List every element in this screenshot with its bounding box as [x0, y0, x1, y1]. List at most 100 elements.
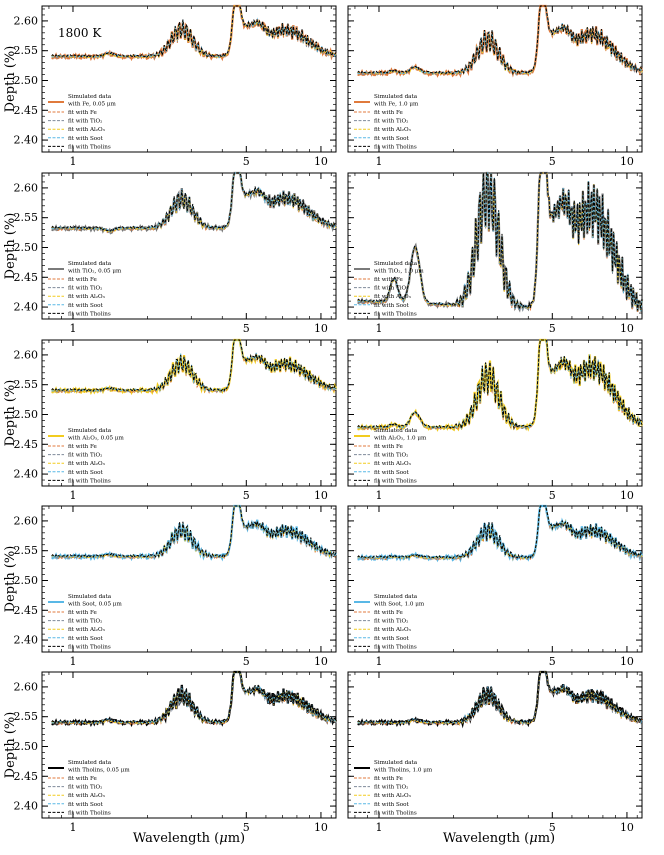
- y-tick-label: 2.45: [14, 604, 39, 617]
- x-tick-label: 5: [549, 489, 556, 502]
- y-tick-label: 2.50: [14, 408, 39, 421]
- legend-title-2: with Tholins, 1.0 μm: [374, 768, 433, 774]
- panel-9: 1 5 10 Simulated data with Tholins, 1.0 μm fi…: [347, 670, 643, 834]
- legend-title-2: with Al₂O₃, 0.05 μm: [68, 436, 125, 442]
- fit-line-4: [51, 505, 337, 559]
- legend-fit-label: fit with Soot: [374, 802, 410, 808]
- legend-fit-label: fit with Al₂O₃: [374, 793, 411, 799]
- x-tick-label: 10: [314, 322, 328, 335]
- x-tick-label: 10: [620, 821, 634, 834]
- fit-line-4: [357, 505, 643, 560]
- x-axis-label-right: Wavelength (μm): [443, 831, 555, 846]
- legend-fit-label: fit with Fe: [374, 610, 404, 616]
- legend-fit-label: fit with TiO₂: [374, 119, 408, 125]
- y-axis-label: Depth (%): [3, 380, 18, 447]
- fit-line-3: [357, 172, 643, 312]
- panel-6: 2.40 2.45 2.50 2.55 2.60 1 5 10 Simulated data wi…: [14, 504, 337, 668]
- legend-fit-label: fit with Tholins: [68, 810, 111, 816]
- y-axis-label: Depth (%): [3, 213, 18, 280]
- legend-fit-label: fit with Tholins: [68, 311, 111, 317]
- fit-line-4: [357, 671, 643, 725]
- x-tick-label: 5: [243, 821, 250, 834]
- y-axis-label: Depth (%): [3, 546, 18, 613]
- fit-line-3: [51, 339, 337, 393]
- legend-fit-label: fit with Tholins: [68, 644, 111, 650]
- y-tick-label: 2.55: [14, 544, 39, 557]
- legend-title-2: with Soot, 1.0 μm: [374, 602, 425, 608]
- legend-title-2: with Soot, 0.05 μm: [68, 602, 122, 608]
- y-tick-label: 2.55: [14, 710, 39, 723]
- legend-fit-label: fit with TiO₂: [68, 119, 102, 125]
- legend-fit-label: fit with Soot: [374, 636, 410, 642]
- panels-group: 2.40 2.45 2.50 2.55 2.60 1 5 10 Simulated data wi…: [14, 4, 644, 834]
- legend-fit-label: fit with Soot: [68, 470, 104, 476]
- legend-fit-label: fit with Tholins: [374, 810, 417, 816]
- legend-title-1: Simulated data: [68, 760, 112, 766]
- legend-fit-label: fit with Al₂O₃: [374, 627, 411, 633]
- x-tick-label: 5: [243, 489, 250, 502]
- legend-fit-label: fit with TiO₂: [68, 286, 102, 292]
- legend-title-1: Simulated data: [374, 760, 418, 766]
- legend-fit-label: fit with TiO₂: [68, 453, 102, 459]
- legend-title-2: with Fe, 0.05 μm: [68, 102, 117, 108]
- legend-fit-label: fit with Soot: [374, 136, 410, 142]
- panel-frame: [41, 505, 337, 653]
- legend-fit-label: fit with Soot: [68, 136, 104, 142]
- panel-frame: [347, 172, 643, 320]
- annotation-temperature: 1800 K: [58, 26, 102, 40]
- legend-fit-label: fit with Al₂O₃: [374, 461, 411, 467]
- x-tick-label: 1: [69, 821, 76, 834]
- legend-title-1: Simulated data: [68, 94, 112, 100]
- panel-5: 1 5 10 Simulated data with Al₂O₃, 1.0 μm fit …: [347, 338, 644, 502]
- panel-7: 1 5 10 Simulated data with Soot, 1.0 μm fit w…: [347, 504, 643, 668]
- y-tick-label: 2.60: [14, 181, 39, 194]
- legend-title-1: Simulated data: [68, 261, 112, 267]
- legend-fit-label: fit with Al₂O₃: [68, 127, 105, 133]
- simulated-data-line: [357, 4, 644, 78]
- legend-fit-label: fit with Al₂O₃: [68, 294, 105, 300]
- legend-fit-label: fit with TiO₂: [68, 619, 102, 625]
- legend-title-2: with Fe, 1.0 μm: [374, 102, 419, 108]
- panel-4: 2.40 2.45 2.50 2.55 2.60 1 5 10 Simulated data wi…: [14, 338, 338, 502]
- y-axis-label: Depth (%): [3, 712, 18, 779]
- panel-frame: [41, 5, 337, 153]
- legend-fit-label: fit with Soot: [68, 303, 104, 309]
- panel-frame: [347, 671, 643, 819]
- panel-frame: [347, 339, 643, 487]
- y-tick-label: 2.45: [14, 271, 39, 284]
- fit-line-3: [357, 339, 643, 430]
- x-tick-label: 1: [69, 322, 76, 335]
- x-axis-label-left: Wavelength (μm): [133, 831, 245, 846]
- legend-fit-label: fit with Soot: [374, 470, 410, 476]
- legend-fit-label: fit with Tholins: [68, 478, 111, 484]
- panel-8: 2.40 2.45 2.50 2.55 2.60 1 5 10 Simulated data wi…: [14, 670, 338, 834]
- legend-fit-label: fit with Tholins: [68, 144, 111, 150]
- panel-0: 2.40 2.45 2.50 2.55 2.60 1 5 10 Simulated data wi…: [14, 4, 337, 168]
- legend-fit-label: fit with Fe: [374, 110, 404, 116]
- panel-2: 2.40 2.45 2.50 2.55 2.60 1 5 10 Simulated data wi…: [14, 171, 337, 335]
- fit-line-4: [51, 671, 337, 724]
- legend-fit-label: fit with Al₂O₃: [68, 461, 105, 467]
- legend-title-2: with Al₂O₃, 1.0 μm: [374, 436, 427, 442]
- y-tick-label: 2.45: [14, 770, 39, 783]
- panel-frame: [41, 172, 337, 320]
- x-tick-label: 5: [243, 655, 250, 668]
- legend-fit-label: fit with Soot: [68, 802, 104, 808]
- y-tick-label: 2.50: [14, 241, 39, 254]
- legend-fit-label: fit with TiO₂: [374, 785, 408, 791]
- simulated-data-line: [51, 504, 337, 562]
- x-tick-label: 5: [243, 322, 250, 335]
- legend-title-1: Simulated data: [374, 594, 418, 600]
- y-tick-label: 2.50: [14, 74, 39, 87]
- legend-fit-label: fit with TiO₂: [374, 286, 408, 292]
- legend-title-2: with TiO₂, 0.05 μm: [68, 269, 122, 275]
- fit-line-4: [357, 172, 643, 311]
- legend-fit-label: fit with Fe: [68, 277, 98, 283]
- fit-line-3: [51, 505, 337, 559]
- y-tick-label: 2.40: [14, 301, 39, 314]
- fit-line-2: [357, 339, 643, 431]
- x-tick-label: 1: [375, 155, 382, 168]
- x-tick-label: 1: [69, 655, 76, 668]
- x-tick-label: 10: [620, 322, 634, 335]
- legend-fit-label: fit with Fe: [68, 444, 98, 450]
